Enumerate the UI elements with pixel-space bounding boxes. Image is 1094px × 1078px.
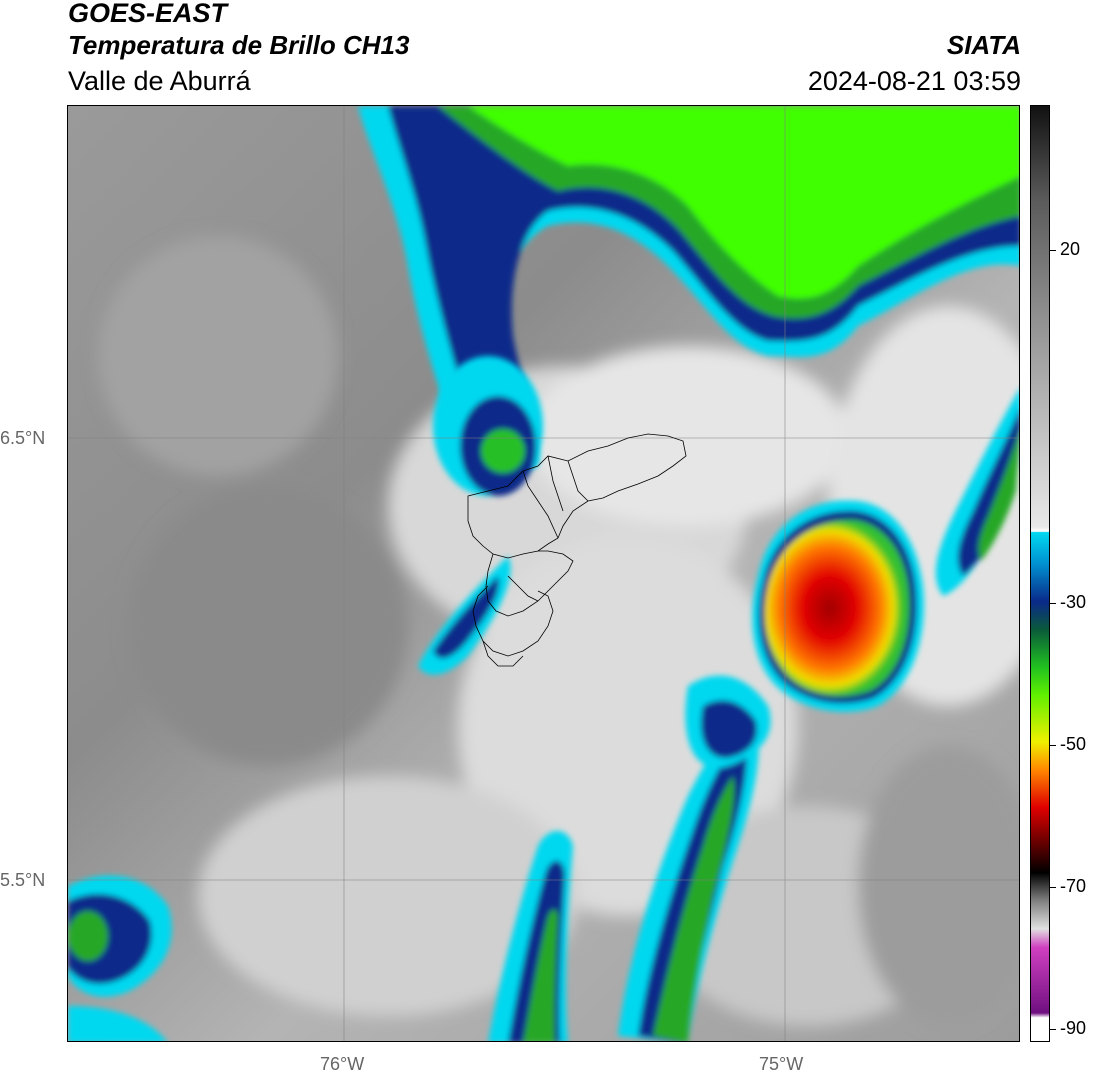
colorbar-tick (1050, 1029, 1056, 1030)
light-cloud-areas (98, 236, 1019, 1026)
chart-title: GOES-EAST (68, 0, 228, 28)
storm-cell (752, 500, 924, 712)
colorbar-tick-label: 20 (1060, 239, 1081, 259)
colorbar-tick (1050, 745, 1056, 746)
colorbar-tick (1050, 887, 1056, 888)
colorbar-tick-label: -30 (1060, 592, 1087, 612)
colorbar-tick-label: -90 (1060, 1018, 1087, 1038)
chart-subtitle: Temperatura de Brillo CH13 (68, 30, 410, 60)
datetime-label: 2024-08-21 03:59 (807, 66, 1021, 96)
region-label: Valle de Aburrá (68, 66, 251, 96)
map-gridlines (68, 106, 1019, 1041)
temperature-colorbar (1030, 105, 1050, 1042)
longitude-label: 75°W (759, 1054, 804, 1074)
colorbar-tick-label: -50 (1060, 734, 1087, 754)
colorbar-tick-label: -70 (1060, 876, 1087, 896)
longitude-label: 76°W (320, 1054, 365, 1074)
colorbar-tick (1050, 603, 1056, 604)
municipality-boundaries (467, 433, 687, 667)
latitude-label: 5.5°N (0, 870, 46, 890)
latitude-label: 6.5°N (0, 428, 46, 448)
convective-strands (68, 356, 771, 1041)
colorbar-tick (1050, 250, 1056, 251)
satellite-map[interactable] (67, 105, 1020, 1042)
organization-label: SIATA (946, 30, 1021, 60)
cold-cloud-band-top (358, 106, 1019, 477)
cold-cloud-band-right (935, 389, 1019, 596)
